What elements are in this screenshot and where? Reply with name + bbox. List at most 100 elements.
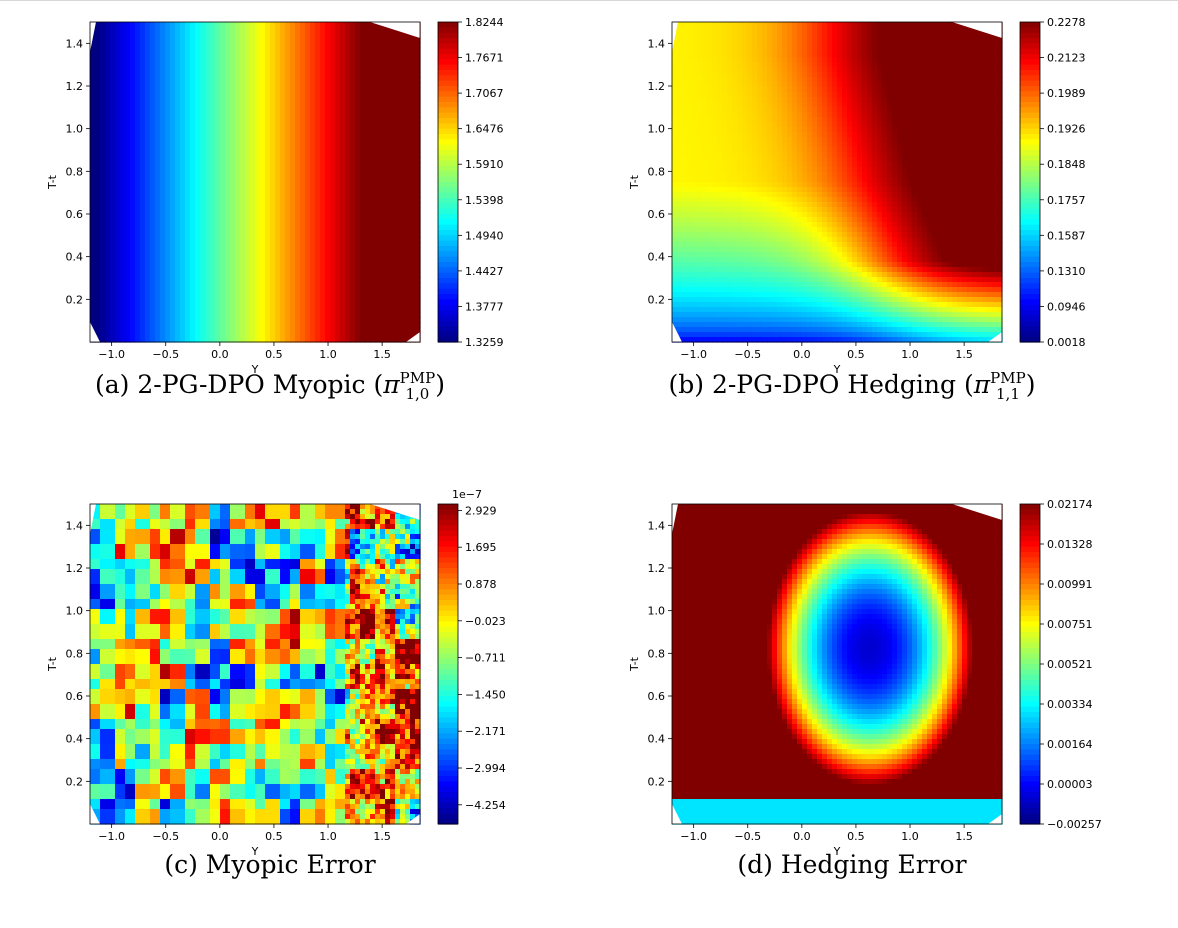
heatmap-cell — [100, 282, 106, 288]
heatmap-cell — [390, 252, 396, 258]
heatmap-cell — [135, 22, 141, 28]
heatmap-cell — [255, 232, 261, 238]
heatmap-cell — [155, 87, 161, 93]
heatmap-cell — [220, 327, 226, 333]
heatmap-cell — [360, 102, 366, 108]
heatmap-cell — [225, 237, 231, 243]
heatmap-cell — [305, 107, 311, 113]
heatmap-cell — [350, 187, 356, 193]
heatmap-cell — [235, 237, 241, 243]
heatmap-cell — [270, 212, 276, 218]
heatmap-cell — [255, 212, 261, 218]
heatmap-cell — [105, 207, 111, 213]
heatmap-cell — [415, 87, 421, 93]
heatmap-cell — [320, 192, 326, 198]
heatmap-cell — [682, 282, 688, 288]
heatmap-cell — [355, 132, 361, 138]
heatmap-cell — [270, 172, 276, 178]
heatmap-cell — [682, 112, 688, 118]
heatmap-cell — [265, 322, 271, 328]
heatmap-cell — [375, 147, 381, 153]
heatmap-cell — [677, 222, 683, 228]
heatmap-cell — [130, 137, 136, 143]
heatmap-cell — [215, 62, 221, 68]
heatmap-cell — [350, 307, 356, 313]
heatmap-cell — [125, 337, 131, 343]
heatmap-cell — [245, 47, 251, 53]
heatmap-cell — [275, 297, 281, 303]
heatmap-cell — [250, 237, 256, 243]
heatmap-cell — [717, 42, 723, 48]
heatmap-cell — [105, 237, 111, 243]
heatmap-cell — [195, 287, 201, 293]
heatmap-cell — [687, 162, 693, 168]
heatmap-cell — [180, 87, 186, 93]
heatmap-cell — [275, 257, 281, 263]
heatmap-cell — [180, 27, 186, 33]
heatmap-cell — [697, 142, 703, 148]
heatmap-cell — [245, 137, 251, 143]
heatmap-cell — [220, 32, 226, 38]
heatmap-cell — [410, 202, 416, 208]
heatmap-cell — [135, 227, 141, 233]
heatmap-cell — [360, 57, 366, 63]
heatmap-cell — [90, 192, 96, 198]
heatmap-cell — [190, 202, 196, 208]
heatmap-cell — [175, 47, 181, 53]
heatmap-cell — [325, 142, 331, 148]
y-tick-label: 1.4 — [66, 37, 84, 50]
heatmap-cell — [345, 77, 351, 83]
heatmap-cell — [702, 57, 708, 63]
heatmap-cell — [90, 317, 96, 323]
heatmap-cell — [190, 247, 196, 253]
heatmap-cell — [682, 107, 688, 113]
heatmap-cell — [295, 327, 301, 333]
heatmap-cell — [390, 292, 396, 298]
heatmap-cell — [235, 227, 241, 233]
heatmap-cell — [330, 162, 336, 168]
heatmap-cell — [707, 247, 713, 253]
heatmap-cell — [300, 132, 306, 138]
heatmap-cell — [375, 42, 381, 48]
heatmap-cell — [230, 177, 236, 183]
heatmap-cell — [355, 257, 361, 263]
heatmap-cell — [220, 37, 226, 43]
heatmap-cell — [225, 102, 231, 108]
heatmap-cell — [120, 307, 126, 313]
heatmap-cell — [145, 42, 151, 48]
heatmap-cell — [120, 117, 126, 123]
heatmap-cell — [672, 127, 678, 133]
heatmap-cell — [290, 237, 296, 243]
heatmap-cell — [355, 177, 361, 183]
heatmap-cell — [330, 172, 336, 178]
heatmap-cell — [115, 142, 121, 148]
heatmap-cell — [677, 162, 683, 168]
heatmap-cell — [180, 227, 186, 233]
heatmap-cell — [697, 22, 703, 28]
heatmap-cell — [105, 262, 111, 268]
heatmap-cell — [195, 207, 201, 213]
heatmap-cell — [400, 272, 406, 278]
heatmap-cell — [245, 172, 251, 178]
heatmap-cell — [310, 157, 316, 163]
heatmap-cell — [115, 237, 121, 243]
heatmap-cell — [175, 97, 181, 103]
heatmap-cell — [320, 312, 326, 318]
heatmap-cell — [115, 312, 121, 318]
heatmap-cell — [265, 192, 271, 198]
heatmap-cell — [415, 182, 421, 188]
heatmap-cell — [190, 312, 196, 318]
heatmap-cell — [325, 312, 331, 318]
heatmap-cell — [295, 257, 301, 263]
heatmap-cell — [672, 47, 678, 53]
heatmap-cell — [130, 92, 136, 98]
heatmap-cell — [235, 137, 241, 143]
heatmap-cell — [150, 312, 156, 318]
heatmap-cell — [175, 172, 181, 178]
heatmap-cell — [170, 202, 176, 208]
heatmap-cell — [692, 122, 698, 128]
heatmap-cell — [130, 107, 136, 113]
heatmap-cell — [220, 72, 226, 78]
heatmap-cell — [170, 237, 176, 243]
heatmap-cell — [205, 97, 211, 103]
